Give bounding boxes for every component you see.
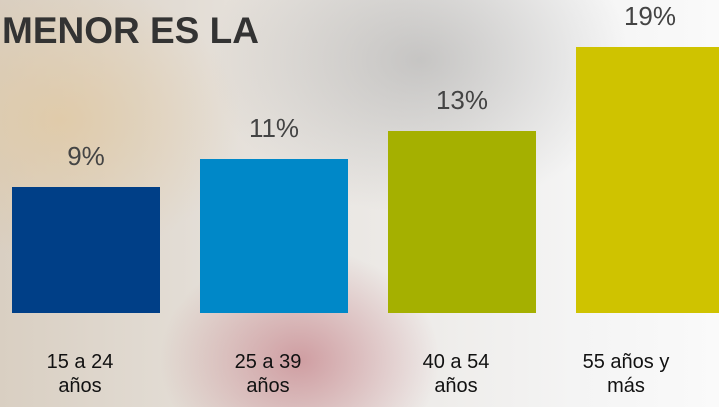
bar (200, 159, 348, 313)
bar (12, 187, 160, 313)
value-label: 19% (575, 1, 719, 32)
x-tick-label: 55 años y más (570, 350, 682, 398)
chart-title: MENOR ES LA (2, 10, 259, 52)
value-label: 11% (199, 113, 349, 144)
chart: MENOR ES LA 9% 15 a 24 años 11% 25 a 39 año… (0, 0, 719, 407)
x-tick-label: 40 a 54 años (406, 350, 506, 398)
x-tick-label: 25 a 39 años (218, 350, 318, 398)
value-label: 13% (387, 85, 537, 116)
bar (576, 47, 719, 313)
x-tick-label: 15 a 24 años (30, 350, 130, 398)
value-label: 9% (11, 141, 161, 172)
bar (388, 131, 536, 313)
